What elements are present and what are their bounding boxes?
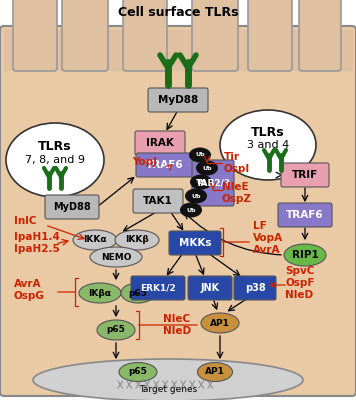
Text: p65: p65: [129, 288, 147, 298]
FancyBboxPatch shape: [62, 0, 108, 71]
Ellipse shape: [73, 230, 117, 250]
Text: 7, 8, and 9: 7, 8, and 9: [25, 155, 85, 165]
Ellipse shape: [198, 362, 232, 382]
FancyBboxPatch shape: [45, 195, 99, 219]
Ellipse shape: [115, 230, 159, 250]
Ellipse shape: [220, 110, 316, 180]
Text: 3 and 4: 3 and 4: [247, 140, 289, 150]
Text: TRAF6: TRAF6: [146, 160, 184, 170]
Text: TLRs: TLRs: [251, 126, 285, 138]
FancyBboxPatch shape: [299, 0, 341, 71]
Text: TLRs: TLRs: [38, 140, 72, 154]
FancyBboxPatch shape: [131, 276, 185, 300]
FancyBboxPatch shape: [148, 88, 208, 112]
Text: TAB2/3: TAB2/3: [195, 178, 231, 188]
Text: TAK1: TAK1: [143, 196, 173, 206]
Text: MyD88: MyD88: [158, 95, 198, 105]
Text: IKKβ: IKKβ: [125, 236, 149, 244]
FancyBboxPatch shape: [133, 189, 183, 213]
FancyBboxPatch shape: [192, 160, 234, 206]
Text: TRIF: TRIF: [292, 170, 318, 180]
Ellipse shape: [189, 148, 211, 162]
Text: InlC: InlC: [14, 216, 37, 226]
Ellipse shape: [90, 247, 142, 267]
Text: IKβα: IKβα: [89, 288, 111, 298]
Text: MyD88: MyD88: [53, 202, 91, 212]
Text: RIP1: RIP1: [292, 250, 318, 260]
FancyBboxPatch shape: [169, 231, 221, 255]
FancyBboxPatch shape: [281, 163, 329, 187]
Text: TRAF6: TRAF6: [286, 210, 324, 220]
Text: Ub: Ub: [186, 208, 196, 212]
Text: AP1: AP1: [205, 368, 225, 376]
Ellipse shape: [196, 160, 218, 176]
Text: SpvC
OspF
NleD: SpvC OspF NleD: [285, 266, 314, 300]
Ellipse shape: [97, 320, 135, 340]
FancyBboxPatch shape: [0, 26, 356, 396]
Text: YopJ: YopJ: [132, 157, 157, 167]
FancyBboxPatch shape: [13, 0, 57, 71]
Text: ERK1/2: ERK1/2: [140, 284, 176, 292]
Text: LF
VopA
AvrA: LF VopA AvrA: [253, 222, 283, 254]
Text: Ub: Ub: [196, 180, 206, 184]
Ellipse shape: [33, 359, 303, 400]
Ellipse shape: [119, 362, 157, 382]
Text: Target genes: Target genes: [139, 386, 197, 394]
FancyBboxPatch shape: [136, 153, 194, 177]
Text: p38: p38: [245, 283, 265, 293]
Text: Ub: Ub: [202, 166, 212, 170]
Ellipse shape: [6, 123, 104, 197]
FancyBboxPatch shape: [123, 0, 167, 71]
FancyBboxPatch shape: [188, 276, 232, 300]
FancyBboxPatch shape: [234, 276, 276, 300]
Text: p65: p65: [106, 326, 125, 334]
Text: Cell surface TLRs: Cell surface TLRs: [118, 6, 238, 18]
Text: NleE
OspZ: NleE OspZ: [222, 182, 252, 204]
Text: Tir
OspI: Tir OspI: [224, 152, 250, 174]
Text: JNK: JNK: [200, 283, 220, 293]
Ellipse shape: [79, 283, 121, 303]
Ellipse shape: [121, 283, 155, 303]
Text: MKKs: MKKs: [179, 238, 211, 248]
Text: IRAK: IRAK: [146, 138, 174, 148]
FancyBboxPatch shape: [135, 131, 185, 155]
Text: p65: p65: [129, 368, 147, 376]
FancyBboxPatch shape: [192, 0, 238, 71]
Ellipse shape: [284, 244, 326, 266]
Ellipse shape: [190, 174, 212, 190]
Text: IpaH1.4
IpaH2.5: IpaH1.4 IpaH2.5: [14, 232, 60, 254]
Text: Ub: Ub: [195, 152, 205, 158]
Text: Ub: Ub: [191, 194, 201, 198]
Text: AvrA
OspG: AvrA OspG: [14, 279, 45, 301]
Text: NEMO: NEMO: [101, 252, 131, 262]
Text: IKKα: IKKα: [83, 236, 107, 244]
Ellipse shape: [201, 313, 239, 333]
Text: AP1: AP1: [210, 318, 230, 328]
FancyBboxPatch shape: [248, 0, 292, 71]
FancyBboxPatch shape: [278, 203, 332, 227]
Ellipse shape: [185, 188, 207, 204]
Text: NleC
NleD: NleC NleD: [163, 314, 191, 336]
Ellipse shape: [180, 202, 202, 218]
